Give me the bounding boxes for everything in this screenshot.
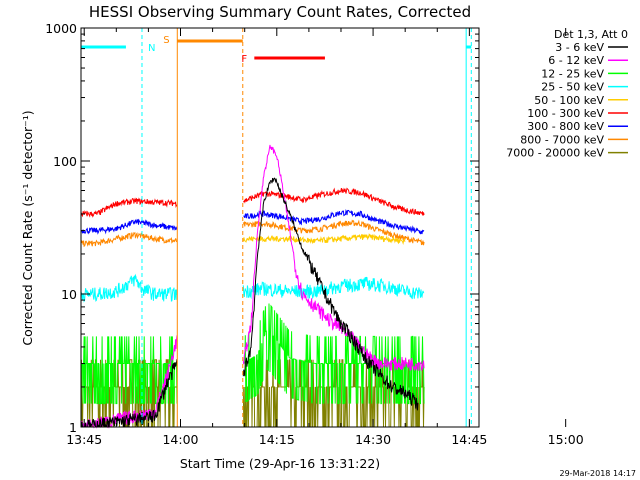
series-line-2-seg-0 (80, 336, 178, 405)
series-line-3-seg-1 (242, 276, 425, 300)
legend-label-5: 100 - 300 keV (527, 107, 604, 120)
legend-label-7: 800 - 7000 keV (520, 133, 604, 146)
series-line-1-seg-1 (242, 144, 425, 372)
x-tick-label-1: 14:00 (162, 432, 198, 447)
series-line-7-seg-0 (80, 231, 178, 248)
series-line-0-seg-1 (242, 177, 419, 411)
flag-label-f: F (241, 54, 247, 65)
x-axis-label: Start Time (29-Apr-16 13:31:22) (180, 456, 380, 471)
plot-frame (80, 27, 480, 428)
legend-label-2: 12 - 25 keV (541, 67, 604, 80)
x-tick-label-4: 14:45 (451, 432, 487, 447)
flag-label-s: S (163, 35, 169, 46)
series-line-3-seg-0 (80, 273, 178, 303)
flag-label-n: N (148, 43, 155, 54)
timestamp-stamp: 29-Mar-2018 14:17 (560, 469, 637, 478)
y-tick-label-0: 1 (69, 420, 77, 435)
series-line-2-seg-1 (243, 303, 425, 405)
legend-label-0: 3 - 6 keV (555, 41, 604, 54)
legend-label-3: 25 - 50 keV (541, 81, 604, 94)
x-tick-label-5: 15:00 (548, 432, 584, 447)
series-line-5-seg-0 (80, 197, 178, 218)
series-line-6-seg-0 (80, 218, 178, 235)
series-line-5-seg-1 (242, 187, 425, 216)
y-axis-label: Corrected Count Rate (s⁻¹ detector⁻¹) (20, 110, 35, 345)
series-line-4-seg-0 (242, 233, 406, 246)
series-line-6-seg-1 (243, 209, 425, 235)
plot-area: NS F (80, 28, 472, 429)
y-tick-label-3: 1000 (45, 21, 77, 36)
x-tick-label-2: 14:15 (259, 432, 295, 447)
series-line-7-seg-1 (242, 219, 425, 246)
x-tick-label-0: 13:45 (66, 432, 102, 447)
y-tick-label-2: 100 (53, 154, 77, 169)
x-tick-label-3: 14:30 (355, 432, 391, 447)
legend-label-4: 50 - 100 keV (534, 94, 604, 107)
legend-label-6: 300 - 800 keV (527, 120, 604, 133)
legend-label-8: 7000 - 20000 keV (506, 147, 604, 160)
series-line-0-seg-0 (81, 359, 178, 428)
axes: 13:45 14:00 14:15 14:30 14:45 15:00 1 10 100 1000 (45, 21, 584, 447)
y-tick-label-1: 10 (61, 287, 77, 302)
legend-title: Det 1,3, Att 0 (554, 28, 628, 41)
chart-title: HESSI Observing Summary Count Rates, Cor… (89, 3, 471, 21)
legend-label-1: 6 - 12 keV (548, 54, 604, 67)
